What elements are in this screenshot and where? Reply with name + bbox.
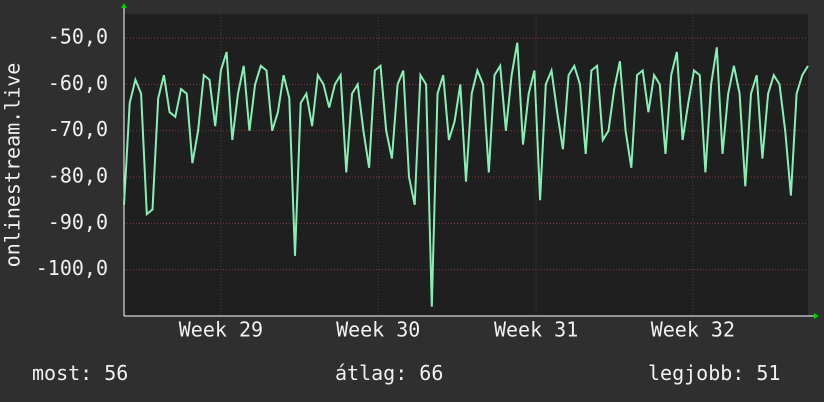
summary-value: 56 [104, 361, 128, 385]
x-tick-label: Week 30 [336, 318, 420, 342]
y-tick-label: -50,0 [48, 25, 108, 49]
summary-label: most: [32, 361, 92, 385]
y-tick-label: -60,0 [48, 71, 108, 95]
y-tick-label: -100,0 [36, 256, 108, 280]
x-tick-label: Week 31 [494, 318, 578, 342]
summary-item: most: 56 [32, 361, 128, 385]
axis-arrow [121, 3, 127, 8]
summary-label: legjobb: [648, 361, 744, 385]
summary-item: átlag: 66 [335, 361, 443, 385]
y-axis-title: onlinestream.live [1, 63, 25, 268]
x-tick-label: Week 29 [179, 318, 263, 342]
y-tick-label: -90,0 [48, 210, 108, 234]
x-tick-label: Week 32 [651, 318, 735, 342]
axis-arrow [814, 313, 819, 319]
summary-item: legjobb: 51 [648, 361, 780, 385]
y-tick-label: -80,0 [48, 164, 108, 188]
summary-label: átlag: [335, 361, 407, 385]
data-line [123, 42, 809, 307]
y-tick-label: -70,0 [48, 117, 108, 141]
summary-value: 66 [419, 361, 443, 385]
summary-value: 51 [756, 361, 780, 385]
